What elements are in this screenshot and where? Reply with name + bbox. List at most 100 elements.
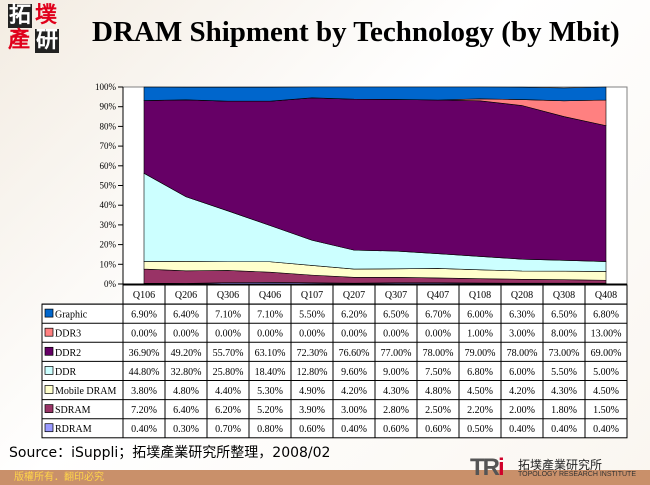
data-label: 4.20% [509,386,535,397]
x-tick-label: Q108 [469,290,491,301]
logo: 拓 墣 產 研 [8,3,60,53]
data-label: 1.00% [467,329,493,340]
data-label: 1.80% [551,405,577,416]
legend-swatch [44,404,54,413]
data-label: 2.20% [467,405,493,416]
y-tick-label: 90% [100,102,117,112]
data-label: 36.90% [129,348,160,359]
x-tick-label: Q107 [301,290,323,301]
data-label: 7.20% [131,405,157,416]
data-label: 0.00% [215,329,241,340]
legend-label: DDR2 [55,348,81,359]
x-tick-label: Q407 [427,290,449,301]
data-label: 0.40% [131,424,157,435]
x-tick-label: Q207 [343,290,365,301]
data-label: 0.40% [593,424,619,435]
data-label: 73.00% [549,348,580,359]
data-label: 72.30% [297,348,328,359]
data-label: 0.50% [467,424,493,435]
data-label: 78.00% [423,348,454,359]
data-label: 5.50% [299,310,325,321]
data-label: 9.60% [341,367,367,378]
y-tick-label: 10% [100,259,117,269]
x-tick-label: Q406 [259,290,281,301]
data-label: 2.50% [425,405,451,416]
data-label: 6.80% [467,367,493,378]
data-label: 5.50% [551,367,577,378]
y-tick-label: 60% [100,161,117,171]
data-label: 0.00% [299,329,325,340]
copyright-text: 版權所有．翻印必究 [14,472,104,483]
data-label: 0.40% [509,424,535,435]
tri-name-en: TOPOLOGY RESEARCH INSTITUTE [518,471,636,478]
data-label: 6.00% [467,310,493,321]
legend-label: DDR [55,367,76,378]
data-label: 18.40% [255,367,286,378]
data-label: 6.30% [509,310,535,321]
data-label: 4.20% [341,386,367,397]
table-body [41,303,628,439]
data-label: 44.80% [129,367,160,378]
data-label: 32.80% [171,367,202,378]
data-label: 79.00% [465,348,496,359]
data-label: 0.00% [383,329,409,340]
page-title: DRAM Shipment by Technology (by Mbit) [92,16,620,48]
data-label: 4.90% [299,386,325,397]
data-label: 4.30% [383,386,409,397]
data-label: 76.60% [339,348,370,359]
source-note: Source：iSuppli；拓墣產業研究所整理，2008/02 [9,445,331,461]
y-tick-label: 100% [95,82,117,92]
data-label: 0.00% [257,329,283,340]
tri-logo: TRi 拓墣產業研究所 TOPOLOGY RESEARCH INSTITUTE [470,455,640,481]
x-tick-label: Q208 [511,290,533,301]
data-label: 0.60% [299,424,325,435]
data-label: 2.80% [383,405,409,416]
data-label: 4.50% [593,386,619,397]
tri-name-cn: 拓墣產業研究所 [518,458,603,472]
data-label: 0.00% [425,329,451,340]
data-label: 7.10% [215,310,241,321]
data-label: 0.00% [131,329,157,340]
data-label: 0.30% [173,424,199,435]
area-graphic [143,86,607,102]
legend-swatch [44,327,54,337]
legend-label: DDR3 [55,329,81,340]
data-label: 8.00% [551,329,577,340]
data-label: 6.20% [215,405,241,416]
data-label: 3.80% [131,386,157,397]
y-tick-label: 30% [100,220,117,230]
data-label: 0.00% [173,329,199,340]
legend-label: Mobile DRAM [55,386,117,397]
data-label: 0.80% [257,424,283,435]
data-label: 25.80% [213,367,244,378]
data-label: 0.60% [383,424,409,435]
data-label: 5.20% [257,405,283,416]
data-label: 4.80% [425,386,451,397]
x-tick-label: Q408 [595,290,617,301]
data-label: 6.50% [383,310,409,321]
data-label: 5.30% [257,386,283,397]
legend-swatch [44,423,54,433]
y-tick-label: 40% [100,200,117,210]
data-label: 3.00% [341,405,367,416]
data-label: 6.70% [425,310,451,321]
data-label: 4.30% [551,386,577,397]
data-label: 9.00% [383,367,409,378]
data-label: 0.00% [341,329,367,340]
data-label: 0.40% [551,424,577,435]
data-label: 63.10% [255,348,286,359]
data-label: 7.50% [425,367,451,378]
data-label: 12.80% [297,367,328,378]
x-tick-label: Q106 [133,290,155,301]
y-tick-label: 20% [100,240,117,250]
data-label: 55.70% [213,348,244,359]
data-label: 5.00% [593,367,619,378]
footer-bar: 版權所有．翻印必究 [0,470,650,485]
data-label: 78.00% [507,348,538,359]
data-label: 13.00% [591,329,622,340]
x-tick-label: Q308 [553,290,575,301]
legend-swatch [44,385,54,394]
data-label: 0.40% [341,424,367,435]
data-label: 6.40% [173,405,199,416]
